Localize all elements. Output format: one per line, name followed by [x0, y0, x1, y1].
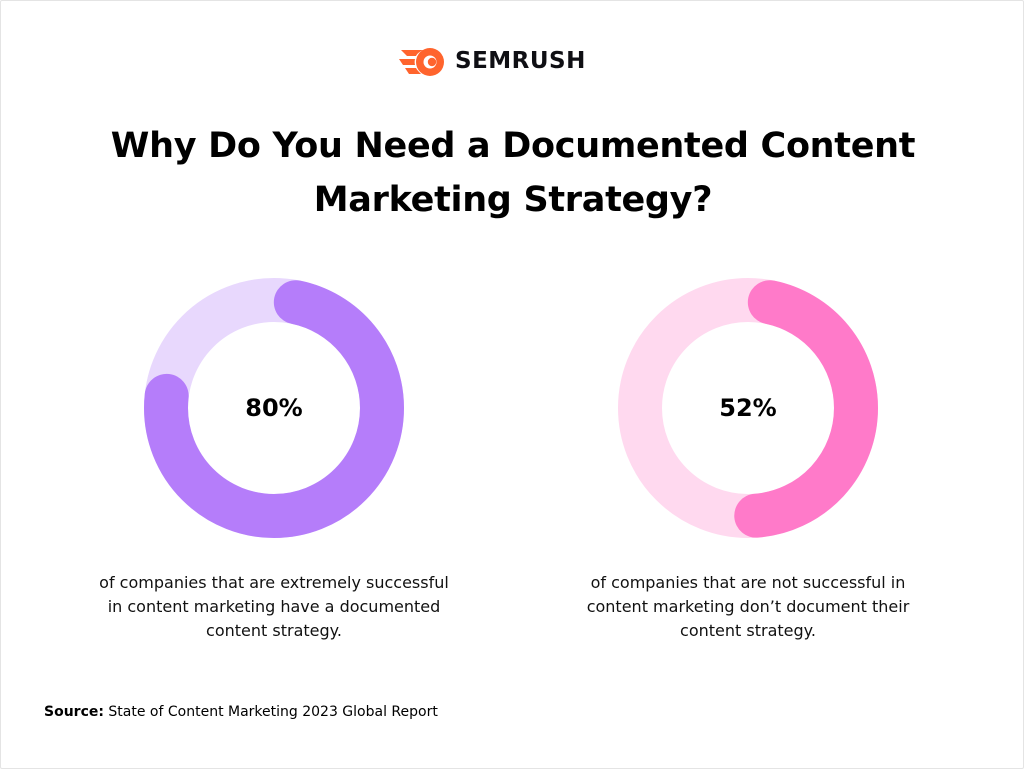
donut-value-2: 52% — [719, 394, 777, 422]
page-title: Why Do You Need a Documented Content Mar… — [110, 126, 916, 220]
donut-svg-1 — [144, 278, 404, 538]
semrush-fireball-icon — [399, 44, 447, 78]
caption-2: of companies that are not successful in … — [586, 573, 910, 640]
source-line: Source: State of Content Marketing 2023 … — [44, 704, 438, 720]
donut-arc-2 — [618, 278, 878, 538]
brand-name: SEMRUSH — [455, 48, 586, 74]
donut-chart-2: 52% — [618, 278, 878, 538]
source-text: State of Content Marketing 2023 Global R… — [108, 704, 438, 720]
donut-svg-2 — [618, 278, 878, 538]
donut-chart-1: 80% — [144, 278, 404, 538]
source-label: Source: — [44, 704, 104, 720]
donut-value-1: 80% — [245, 394, 303, 422]
caption-1: of companies that are extremely successf… — [99, 573, 449, 640]
semrush-logo: SEMRUSH — [399, 43, 586, 79]
donut-arc-1 — [144, 278, 404, 538]
